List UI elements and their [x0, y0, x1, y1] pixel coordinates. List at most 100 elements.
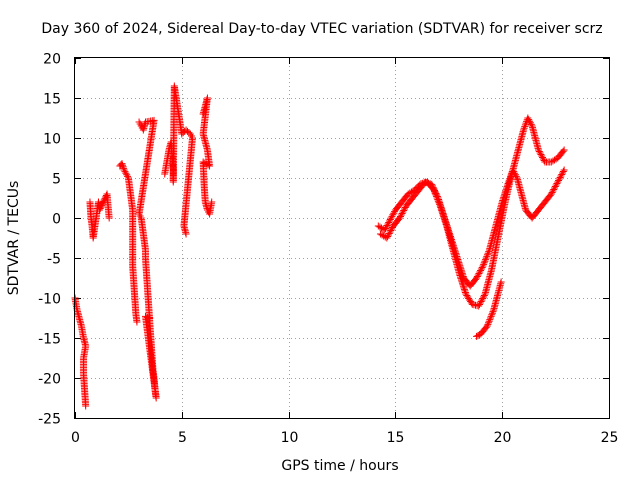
data-point — [558, 171, 566, 178]
data-point — [486, 316, 494, 324]
data-point — [430, 185, 438, 193]
data-point — [475, 302, 483, 310]
data-point — [97, 203, 105, 211]
data-point — [497, 278, 505, 286]
data-point — [552, 181, 560, 189]
data-point — [538, 152, 546, 160]
data-point — [431, 186, 439, 194]
data-point — [478, 264, 486, 271]
data-point — [480, 259, 488, 267]
data-point — [480, 260, 488, 268]
data-point — [560, 146, 568, 154]
data-point — [550, 186, 558, 193]
data-point — [551, 183, 559, 190]
data-point — [96, 205, 104, 213]
data-point — [466, 296, 474, 304]
data-point — [485, 319, 493, 327]
data-point — [482, 254, 490, 262]
x-tick-label: 20 — [494, 430, 512, 446]
data-point — [536, 149, 544, 157]
data-point — [484, 320, 492, 328]
data-point — [560, 166, 568, 174]
data-point — [382, 223, 390, 231]
data-point — [182, 230, 190, 238]
data-point — [433, 191, 441, 199]
data-point — [555, 175, 563, 183]
data-point — [539, 154, 547, 161]
data-point — [386, 217, 394, 225]
data-point — [506, 173, 514, 181]
data-point — [122, 169, 130, 177]
data-point — [146, 314, 154, 322]
data-point — [521, 121, 529, 129]
y-axis-ticks: -25 -20 -15 -10 -5 0 5 10 15 20 — [38, 52, 609, 428]
data-point — [483, 322, 491, 330]
data-point — [208, 198, 216, 206]
data-point — [520, 126, 528, 134]
y-tick-label: 0 — [52, 212, 61, 228]
y-tick-label: 15 — [43, 92, 61, 108]
data-point — [488, 311, 496, 319]
data-point — [98, 202, 106, 210]
data-point — [428, 182, 436, 190]
data-point — [505, 178, 513, 186]
data-point — [505, 176, 513, 184]
data-point — [477, 267, 485, 274]
data-point — [537, 151, 545, 158]
y-tick-label: -20 — [38, 372, 61, 388]
data-point — [512, 172, 520, 180]
data-point — [119, 161, 127, 169]
data-point — [511, 171, 519, 179]
data-point — [547, 190, 555, 198]
data-point — [527, 120, 535, 128]
data-point — [476, 268, 484, 276]
data-point — [559, 147, 567, 155]
data-point — [510, 168, 518, 176]
data-point — [398, 210, 406, 217]
data-point — [476, 299, 484, 307]
y-tick-label: -25 — [38, 412, 61, 428]
data-point — [525, 116, 533, 124]
data-point — [485, 317, 493, 325]
data-point — [557, 172, 565, 180]
data-point — [488, 309, 496, 317]
data-point — [119, 163, 127, 171]
data-points — [71, 82, 568, 410]
data-point — [477, 298, 485, 305]
data-point — [526, 119, 534, 127]
data-point — [473, 273, 481, 280]
data-point — [487, 312, 495, 320]
data-point — [82, 402, 90, 410]
data-point — [123, 171, 131, 179]
y-tick-label: -5 — [47, 252, 61, 268]
data-point — [473, 274, 481, 282]
data-point — [384, 233, 392, 240]
data-point — [551, 184, 559, 192]
data-point — [549, 187, 557, 195]
data-point — [462, 290, 470, 298]
data-point — [480, 293, 488, 301]
data-point — [539, 155, 547, 163]
data-point — [478, 296, 486, 304]
y-tick-label: -15 — [38, 332, 61, 348]
y-tick-label: 5 — [52, 172, 61, 188]
data-point — [120, 164, 128, 172]
data-point — [383, 234, 391, 242]
data-point — [548, 189, 556, 196]
data-point — [388, 212, 396, 220]
data-point — [399, 208, 407, 216]
data-point — [387, 214, 395, 222]
data-point — [385, 219, 393, 226]
y-axis-label: SDTVAR / TECUs — [6, 181, 22, 296]
data-point — [466, 297, 474, 305]
data-point — [482, 323, 490, 331]
data-point — [133, 318, 141, 326]
data-point — [511, 169, 519, 177]
data-point — [432, 189, 440, 197]
data-point — [474, 271, 482, 279]
y-tick-label: 10 — [43, 132, 61, 148]
data-point — [555, 177, 563, 184]
data-point — [486, 314, 494, 322]
data-point — [384, 231, 392, 239]
